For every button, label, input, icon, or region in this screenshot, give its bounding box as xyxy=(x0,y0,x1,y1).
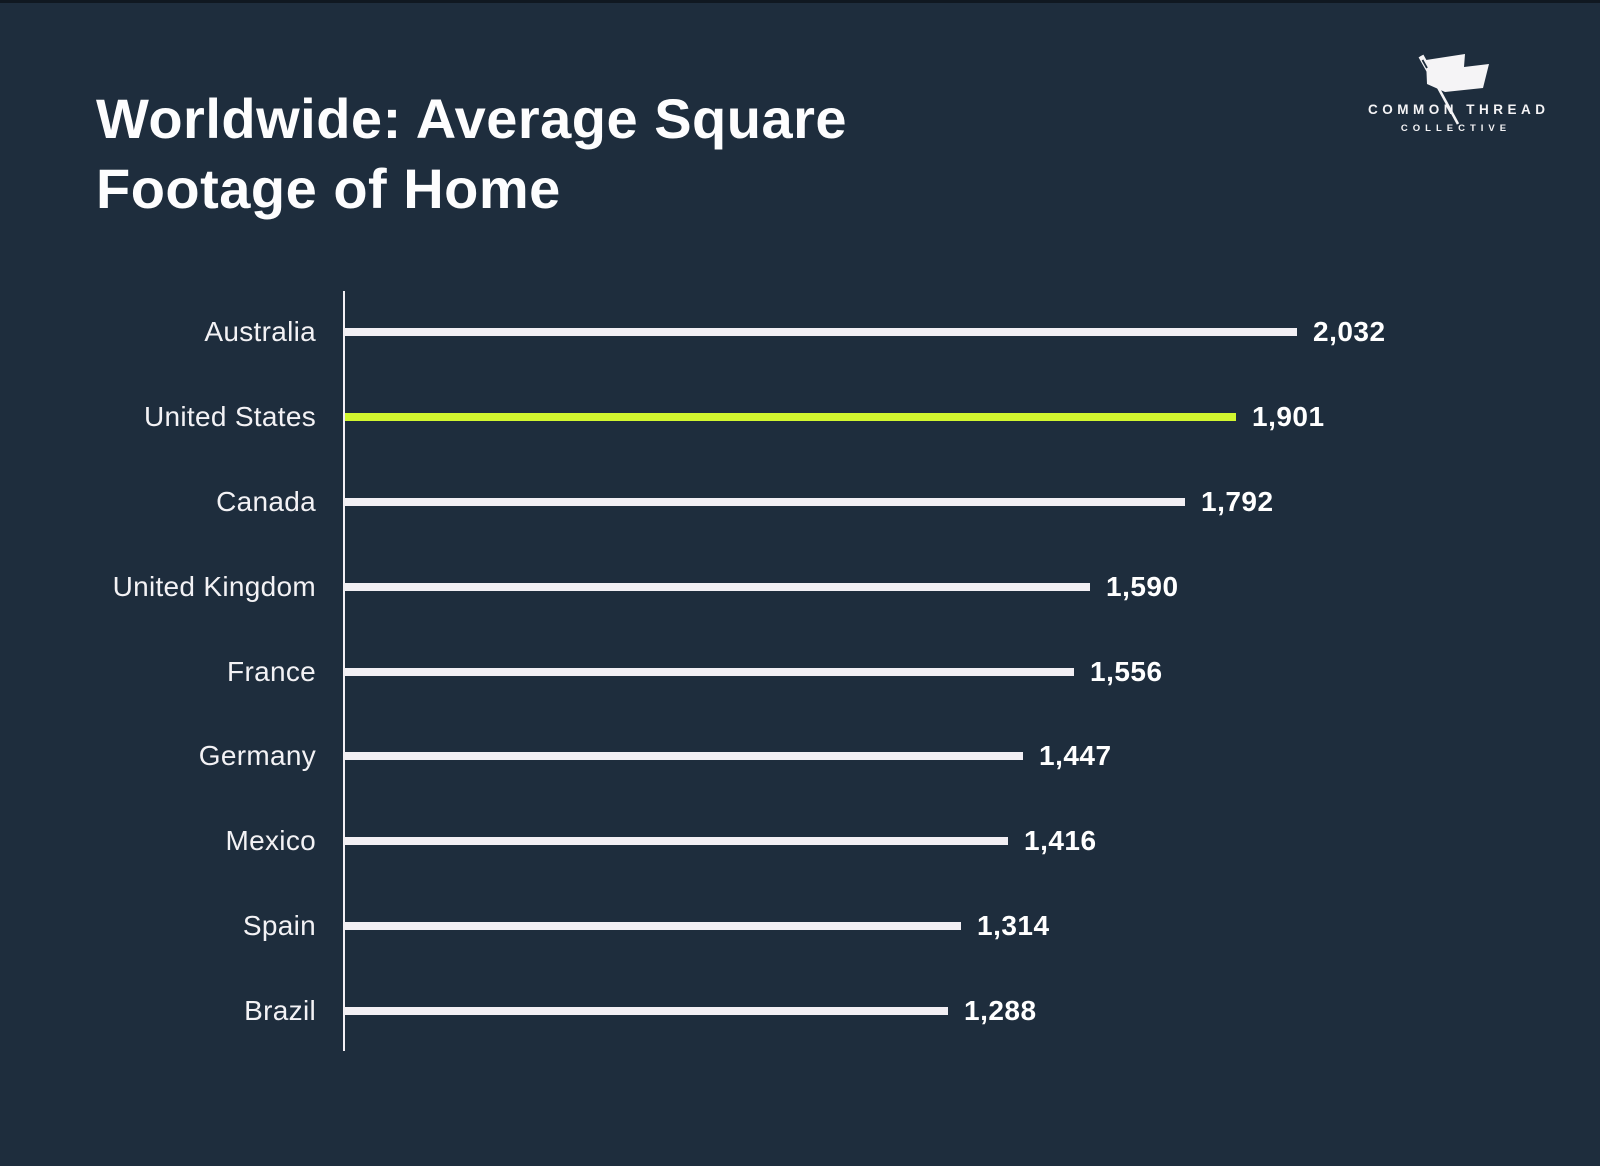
bar xyxy=(345,667,1074,676)
value-label: 1,792 xyxy=(1201,485,1274,517)
bar-chart: Australia 2,032 United States 1,901 Canada 1,… xyxy=(96,291,1556,1051)
y-axis-line xyxy=(343,291,345,1051)
value-label: 1,901 xyxy=(1252,400,1325,432)
value-label: 1,447 xyxy=(1039,740,1112,772)
chart-row: Germany 1,447 xyxy=(96,734,1556,778)
logo-text-primary: COMMON THREAD xyxy=(1368,102,1550,117)
chart-title-line2: Footage of Home xyxy=(96,157,561,220)
top-border xyxy=(0,0,1600,3)
bar xyxy=(345,1007,948,1015)
value-label: 1,416 xyxy=(1024,825,1097,857)
category-label: Mexico xyxy=(225,825,316,857)
value-label: 1,288 xyxy=(964,995,1037,1026)
chart-row: Mexico 1,416 xyxy=(96,819,1556,863)
category-label: Spain xyxy=(242,910,316,942)
category-label: United States xyxy=(144,400,316,432)
chart-row: Brazil 1,288 xyxy=(96,989,1556,1033)
bar xyxy=(345,922,961,931)
category-label: Germany xyxy=(198,740,316,772)
category-label: Canada xyxy=(216,485,316,517)
chart-row: France 1,556 xyxy=(96,650,1556,694)
chart-row: Australia 2,032 xyxy=(96,310,1556,354)
chart-row: United States 1,901 xyxy=(96,395,1556,439)
category-label: France xyxy=(227,655,316,687)
chart-row: Canada 1,792 xyxy=(96,480,1556,524)
chart-row: Spain 1,314 xyxy=(96,904,1556,948)
value-label: 1,314 xyxy=(977,910,1050,942)
value-label: 2,032 xyxy=(1313,316,1386,347)
chart-title-line1: Worldwide: Average Square xyxy=(96,87,848,150)
chart-title: Worldwide: Average Square Footage of Hom… xyxy=(96,84,847,224)
category-label: United Kingdom xyxy=(112,570,316,602)
bar xyxy=(345,412,1236,421)
bar xyxy=(345,837,1008,846)
chart-row: United Kingdom 1,590 xyxy=(96,565,1556,609)
bar xyxy=(345,752,1023,761)
bar xyxy=(345,497,1185,506)
bar xyxy=(345,582,1090,591)
category-label: Australia xyxy=(204,316,316,347)
company-logo: COMMON THREAD COLLECTIVE xyxy=(1368,50,1550,145)
logo-text-secondary: COLLECTIVE xyxy=(1400,123,1512,134)
category-label: Brazil xyxy=(244,995,316,1026)
bar xyxy=(345,328,1297,336)
value-label: 1,590 xyxy=(1106,570,1179,602)
value-label: 1,556 xyxy=(1090,655,1163,687)
